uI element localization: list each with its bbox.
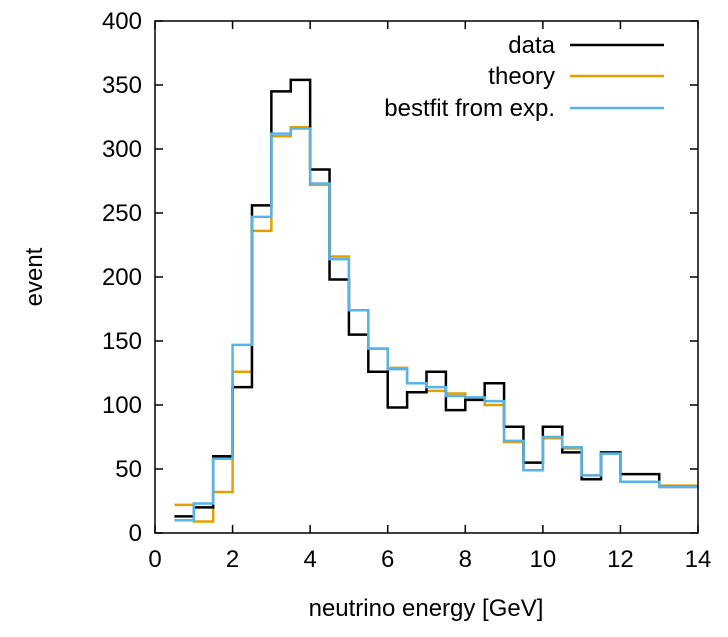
legend: data theory bestfit from exp.	[384, 32, 664, 122]
legend-label: data	[508, 32, 555, 59]
y-tick-label: 300	[102, 136, 142, 163]
y-tick-label: 50	[115, 456, 142, 483]
x-tick-label: 2	[226, 546, 239, 573]
x-tick-label: 0	[148, 546, 161, 573]
y-tick-label: 150	[102, 328, 142, 355]
plot-frame	[154, 20, 699, 534]
series-step-line	[174, 127, 698, 522]
legend-entry: bestfit from exp.	[384, 95, 664, 122]
ticks-layer: 0 2 4 6 8 10 12 14 0 50 100 150 200 250 300 350 400	[102, 8, 711, 573]
y-tick-label: 0	[129, 520, 142, 547]
legend-entry: data	[508, 32, 664, 59]
x-tick-label: 12	[607, 546, 634, 573]
legend-label: theory	[488, 63, 555, 90]
series-step-line	[174, 78, 698, 518]
y-axis-title: event	[21, 247, 48, 306]
series-layer	[174, 78, 698, 523]
legend-label: bestfit from exp.	[384, 95, 555, 122]
x-tick-label: 6	[381, 546, 394, 573]
x-tick-label: 4	[303, 546, 316, 573]
y-tick-label: 100	[102, 392, 142, 419]
x-tick-label: 10	[530, 546, 557, 573]
y-tick-label: 350	[102, 72, 142, 99]
x-tick-label: 14	[685, 546, 712, 573]
y-tick-label: 400	[102, 8, 142, 35]
x-axis-title: neutrino energy [GeV]	[309, 595, 544, 622]
y-tick-label: 250	[102, 200, 142, 227]
y-tick-label: 200	[102, 264, 142, 291]
x-tick-label: 8	[459, 546, 472, 573]
series-bestfit-from-exp	[174, 127, 698, 522]
legend-entry: theory	[488, 63, 664, 90]
series-data	[174, 78, 698, 518]
